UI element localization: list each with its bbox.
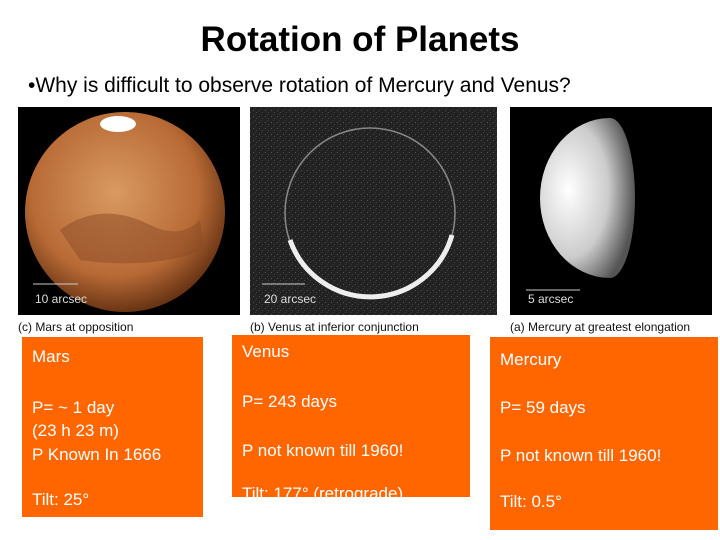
- caption: (b) Venus at inferior conjunction: [250, 320, 419, 334]
- caption: (c) Mars at opposition: [18, 320, 134, 334]
- period: P Known In 1666: [32, 445, 162, 464]
- period: P= 243 days: [242, 392, 337, 411]
- period: P= ~ 1 day: [32, 398, 115, 417]
- planet-name: Mercury: [500, 350, 562, 369]
- slide-title: Rotation of Planets: [200, 20, 520, 59]
- period: P= 59 days: [500, 398, 586, 417]
- scale-label: 10 arcsec: [35, 292, 88, 306]
- caption: (a) Mercury at greatest elongation: [510, 320, 691, 334]
- period: (23 h 23 m): [32, 421, 119, 440]
- planet-name: Mars: [32, 347, 70, 366]
- venus-image: [250, 107, 497, 315]
- bullet: •Why is difficult to observe rotation of…: [28, 74, 571, 97]
- planet-name: Venus: [242, 342, 290, 361]
- images: [18, 107, 712, 315]
- venus-box: Venus P= 243 days P not known till 1960!…: [232, 335, 470, 503]
- tilt: Tilt: 0.5°: [500, 492, 562, 511]
- mercury-box: Mercury P= 59 days P not known till 1960…: [490, 337, 718, 530]
- scale-label: 5 arcsec: [528, 292, 574, 306]
- scale-label: 20 arcsec: [264, 292, 317, 306]
- period: P not known till 1960!: [242, 441, 404, 460]
- tilt: Tilt: 177° (retrograde): [242, 484, 404, 503]
- period: P not known till 1960!: [500, 446, 662, 465]
- tilt: Tilt: 25°: [32, 490, 90, 509]
- mars-box: Mars P= ~ 1 day (23 h 23 m) P Known In 1…: [22, 337, 203, 517]
